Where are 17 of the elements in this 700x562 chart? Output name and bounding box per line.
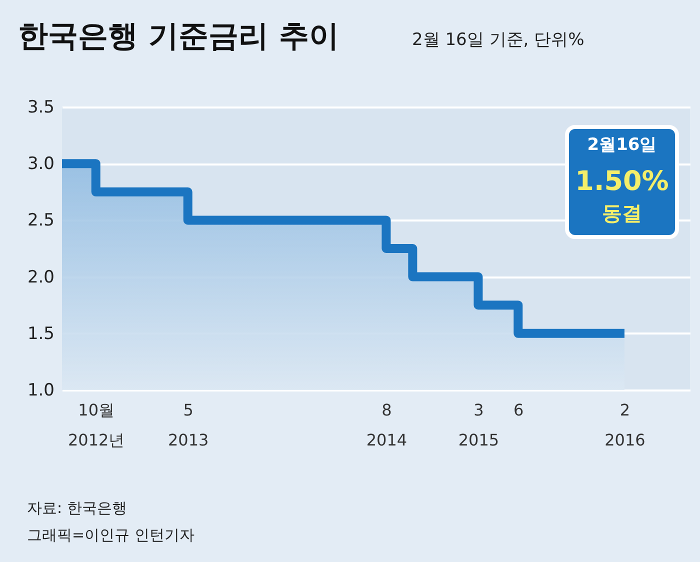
x-tick-label: 3 2015 xyxy=(458,400,500,450)
text: 자료: 한국은행 xyxy=(27,499,127,517)
x-tick-label: 10월 2012년 xyxy=(68,400,125,450)
x-tick-label: 5 2013 xyxy=(168,400,209,450)
chart-subtitle: 2월 16일 기준, 단위% xyxy=(412,30,584,50)
x-tick-label: 2 2016 xyxy=(604,400,646,450)
y-tick-label: 1.0 xyxy=(27,380,54,400)
x-tick-label: 8 2014 xyxy=(366,400,408,450)
y-tick-label: 2.5 xyxy=(27,210,54,231)
annotation: 2월16일 1.50% 동결 xyxy=(575,135,669,225)
y-tick-label: 1.5 xyxy=(27,324,54,344)
y-tick-label: 3.0 xyxy=(27,154,54,174)
text: 그래픽=이인규 인턴기자 xyxy=(27,526,194,544)
y-tick-label: 3.5 xyxy=(27,98,54,118)
y-tick-label: 2.0 xyxy=(27,267,54,288)
chart-title: 한국은행 기준금리 추이 xyxy=(18,19,339,54)
x-tick-label: 6 xyxy=(514,400,524,420)
